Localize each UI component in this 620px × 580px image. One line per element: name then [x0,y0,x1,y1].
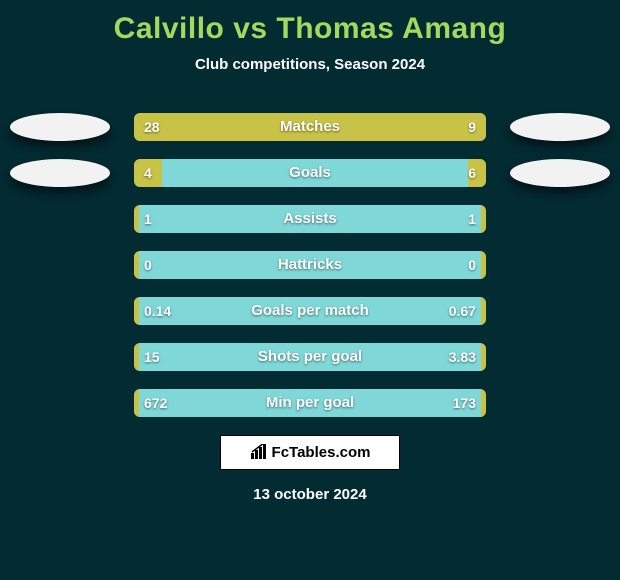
stat-value-left: 1 [134,205,162,233]
branding-badge: FcTables.com [220,435,400,470]
subtitle: Club competitions, Season 2024 [0,56,620,73]
stat-label: Assists [134,205,486,233]
comparison-card: Calvillo vs Thomas Amang Club competitio… [0,0,620,580]
stat-label: Goals [134,159,486,187]
stat-row: Hattricks0 0 [134,251,486,279]
stat-value-right: 6 [458,159,486,187]
stat-value-right: 9 [458,113,486,141]
player-left-avatar-1 [10,113,110,141]
stat-value-right: 173 [443,389,486,417]
stat-value-left: 15 [134,343,170,371]
stat-row: Min per goal672 173 [134,389,486,417]
stat-value-right: 3.83 [439,343,486,371]
stat-value-left: 672 [134,389,177,417]
stat-value-right: 0.67 [439,297,486,325]
stat-rows: Matches28 9 Goals4 6 Assists1 1 Hattricks0 0 Goa… [134,113,486,417]
stat-label: Matches [134,113,486,141]
stat-value-left: 0 [134,251,162,279]
chart-icon [250,444,268,460]
stat-row: Shots per goal15 3.83 [134,343,486,371]
stat-value-left: 4 [134,159,162,187]
stat-label: Goals per match [134,297,486,325]
stat-value-right: 0 [458,251,486,279]
stat-label: Shots per goal [134,343,486,371]
stat-row: Assists1 1 [134,205,486,233]
comparison-arena: Matches28 9 Goals4 6 Assists1 1 Hattricks0 0 Goa… [0,113,620,417]
stat-row: Goals per match0.14 0.67 [134,297,486,325]
stat-value-right: 1 [458,205,486,233]
stat-label: Hattricks [134,251,486,279]
stat-label: Min per goal [134,389,486,417]
stat-value-left: 28 [134,113,170,141]
stat-value-left: 0.14 [134,297,181,325]
player-right-avatar-1 [510,113,610,141]
page-title: Calvillo vs Thomas Amang [0,0,620,46]
player-left-avatar-2 [10,159,110,187]
player-right-avatar-2 [510,159,610,187]
stat-row: Goals4 6 [134,159,486,187]
branding-text: FcTables.com [272,444,371,461]
stat-row: Matches28 9 [134,113,486,141]
date-text: 13 october 2024 [0,486,620,503]
